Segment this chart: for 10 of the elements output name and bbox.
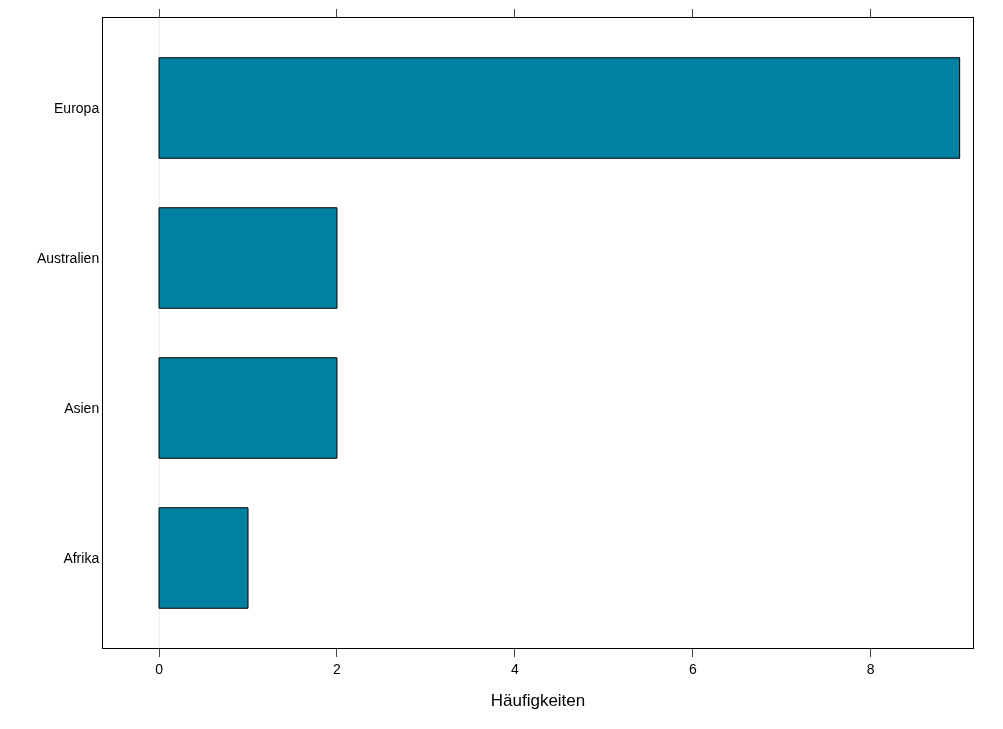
x-tick-label: 4 [510,660,519,677]
x-tick-label: 2 [333,660,342,677]
y-tick-label: Australien [36,249,100,266]
x-tick-label: 0 [155,660,164,677]
x-tick-label: 6 [688,660,697,677]
y-tick-label: Afrika [63,549,100,566]
y-tick-label: Asien [64,399,100,416]
x-tick-label: 8 [866,660,875,677]
y-tick-label: Europa [54,99,100,116]
x-axis-title: Häufigkeiten [490,691,586,711]
